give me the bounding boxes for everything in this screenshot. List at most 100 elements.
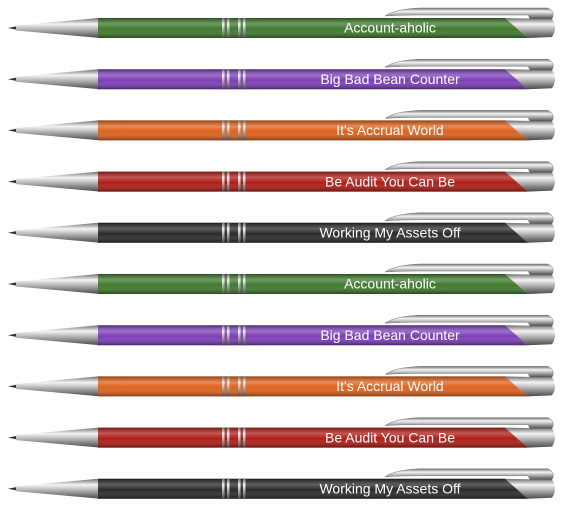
pen-ring (243, 325, 246, 346)
pen-ring (227, 376, 230, 397)
pen-cone (16, 69, 100, 90)
pen-cap (505, 171, 555, 192)
pen-ring (238, 18, 241, 38)
pen-tip (8, 77, 18, 82)
pen-tip (8, 26, 18, 30)
pen-clip (384, 263, 554, 276)
pen-barrel-shine (98, 325, 528, 346)
pen-ring (243, 18, 246, 38)
pen-tip (8, 128, 18, 133)
pen: It's Accrual World (8, 110, 555, 141)
pen: Be Audit You Can Be (8, 161, 555, 192)
pen: Working My Assets Off (8, 468, 555, 499)
pen-clip (384, 7, 554, 20)
pen-cone (16, 120, 100, 141)
pen-clip (384, 468, 554, 481)
pen: Big Bad Bean Counter (8, 314, 555, 346)
pen-barrel-shine (98, 222, 528, 243)
pen-ring (238, 69, 241, 90)
pen-ring (222, 376, 225, 397)
pen-label: Big Bad Bean Counter (320, 71, 460, 87)
pen-ring (238, 222, 241, 243)
pen-label: It's Accrual World (336, 122, 443, 138)
pen-label: Account-aholic (344, 276, 436, 292)
pen-barrel-shine (98, 427, 528, 448)
pen-ring (238, 376, 241, 397)
pen-clip (384, 314, 554, 327)
pen-ring (227, 222, 230, 243)
pen-ring (238, 427, 241, 448)
pen-cap (505, 120, 555, 141)
pen-cap (505, 376, 555, 397)
pen-ring (243, 274, 246, 294)
pen-barrel-shine (98, 478, 528, 499)
pen-cap (505, 222, 555, 243)
pen-cap (505, 325, 555, 346)
pen-ring (243, 120, 246, 141)
pen-barrel-shine (98, 69, 528, 90)
pen-barrel-shine (98, 376, 528, 397)
pen: Account-aholic (8, 263, 555, 294)
pen-ring (227, 69, 230, 90)
pen-label: Account-aholic (344, 20, 436, 36)
pen-ring (227, 274, 230, 294)
pen: It's Accrual World (8, 366, 555, 397)
pen-cone (16, 222, 100, 243)
pen-ring (222, 18, 225, 38)
pen-ring (243, 376, 246, 397)
pen-cone (16, 376, 100, 397)
pen-cone (16, 478, 100, 499)
pen-ring (222, 120, 225, 141)
pen-barrel-shine (98, 120, 528, 141)
pen-ring (243, 171, 246, 192)
pen-tip (8, 333, 18, 338)
pen-ring (238, 120, 241, 141)
pen-ring (227, 18, 230, 38)
pen-label: Big Bad Bean Counter (320, 327, 460, 343)
pen-cone (16, 171, 100, 192)
pen-ring (238, 274, 241, 294)
pen-tip (8, 486, 18, 491)
pen-clip (384, 417, 554, 429)
pen-ring (238, 171, 241, 192)
pen-cap (505, 18, 555, 38)
pen-ring (238, 325, 241, 346)
pen-tip (8, 230, 18, 235)
pen-clip (384, 110, 554, 122)
pen-clip (384, 58, 554, 71)
pen-tip (8, 179, 18, 184)
pen-label: It's Accrual World (336, 378, 443, 394)
pen-ring (222, 478, 225, 499)
pen-ring (222, 222, 225, 243)
pen-ring (222, 69, 225, 90)
pen-cap (505, 69, 555, 90)
pen-clip (384, 366, 554, 378)
pen-label: Be Audit You Can Be (325, 429, 455, 445)
pen-ring (243, 427, 246, 448)
pen-ring (227, 120, 230, 141)
pen-ring (222, 325, 225, 346)
pen-ring (227, 325, 230, 346)
pen-barrel-shine (98, 274, 528, 294)
pen-label: Working My Assets Off (319, 481, 460, 497)
pen: Account-aholic (8, 7, 555, 38)
pen-cone (16, 274, 100, 294)
pen-cap (505, 274, 555, 294)
pen-ring (222, 171, 225, 192)
pen-cone (16, 325, 100, 346)
pen-barrel-shine (98, 171, 528, 192)
pen-ring (243, 222, 246, 243)
pen-label: Be Audit You Can Be (325, 173, 455, 189)
pen-tip (8, 282, 18, 286)
pen-ring (238, 478, 241, 499)
pen-cone (16, 18, 100, 38)
pen-tip (8, 384, 18, 389)
pen-clip (384, 161, 554, 173)
pen-ring (222, 427, 225, 448)
pen-ring (222, 274, 225, 294)
pen-ring (227, 171, 230, 192)
pen-cone (16, 427, 100, 448)
pen-ring (227, 478, 230, 499)
pen-clip (384, 212, 554, 225)
